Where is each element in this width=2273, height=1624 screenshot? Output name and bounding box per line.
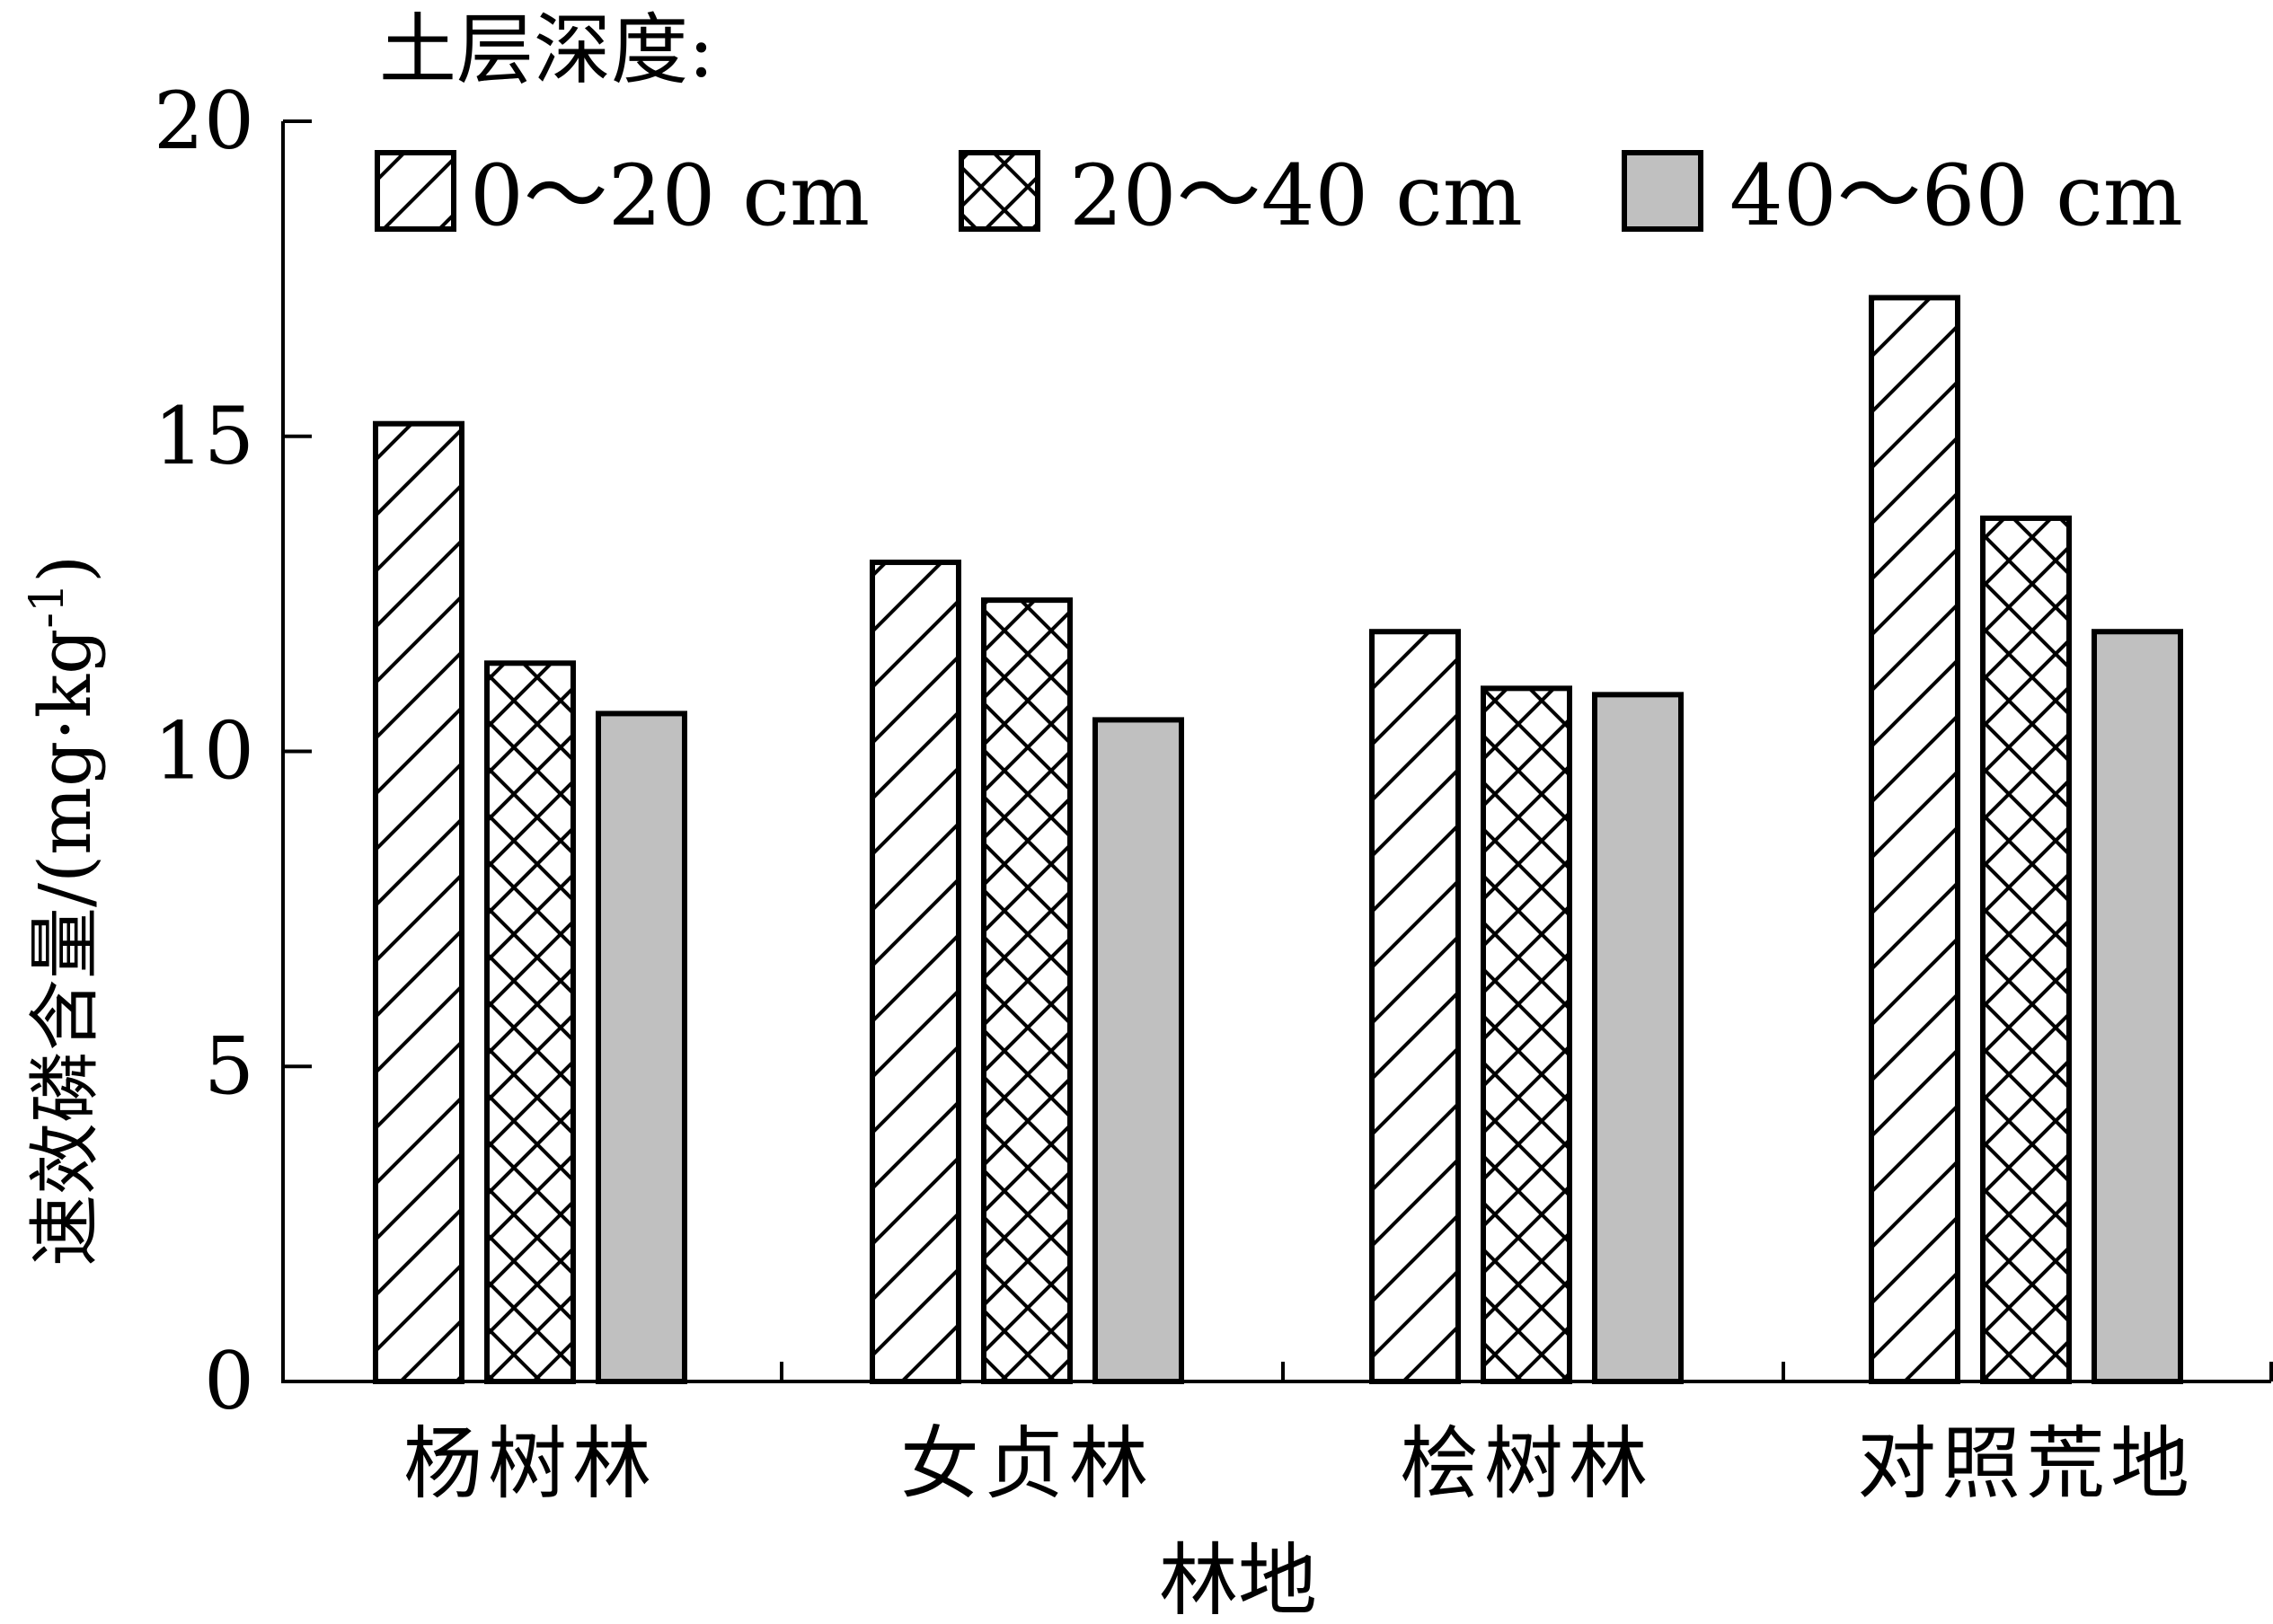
legend-title: 土层深度: [379,5,714,95]
x-tick-label: 女贞林 [900,1417,1154,1510]
x-tick-label: 桧树林 [1400,1417,1653,1510]
legend-swatch-2 [1622,150,1703,232]
x-ticks [780,1362,2273,1381]
bar [373,420,464,1385]
bar [1481,685,1572,1384]
y-axis-title-close: ) [23,555,107,583]
legend-swatch-1 [959,150,1040,232]
bar [1092,717,1184,1384]
legend-label-0: 0～20 cm [470,147,870,245]
axes [281,121,2271,1383]
bar [870,560,961,1384]
x-tick-label: 杨树林 [403,1417,657,1510]
y-tick-label: 0 [204,1335,254,1427]
y-axis-title-main: 速效磷含量/(mg·kg [23,629,107,1267]
y-tick-label: 20 [154,75,254,167]
category-labels: 杨树林 女贞林 桧树林 对照荒地 [403,1417,2195,1510]
bar [484,660,576,1384]
bar [1369,629,1461,1384]
bar [981,597,1073,1384]
legend: 土层深度: 0～20 cm 20～40 cm 40～60 cm [375,5,2183,245]
legend-swatch-0 [375,150,456,232]
y-axis-title-superscript: -1 [21,583,75,629]
x-axis-title: 林地 [1159,1534,1317,1624]
y-tick-label: 10 [154,705,254,798]
bar [2092,629,2183,1384]
x-tick-label: 对照荒地 [1857,1417,2195,1510]
legend-item-0: 0～20 cm [375,147,870,245]
y-tick-label: 15 [154,390,254,482]
bar [1869,295,1960,1384]
legend-label-2: 40～60 cm [1729,147,2183,245]
legend-item-2: 40～60 cm [1622,147,2183,245]
y-tick-label: 5 [204,1019,254,1112]
bar [1980,515,2072,1384]
bars [373,295,2183,1385]
bar [596,710,687,1384]
bar [1592,692,1684,1384]
legend-item-1: 20～40 cm [959,147,1523,245]
y-axis-title: 速效磷含量/(mg·kg-1) [21,555,107,1267]
y-ticks: 0 5 10 15 20 [154,75,312,1427]
legend-label-1: 20～40 cm [1069,147,1523,245]
